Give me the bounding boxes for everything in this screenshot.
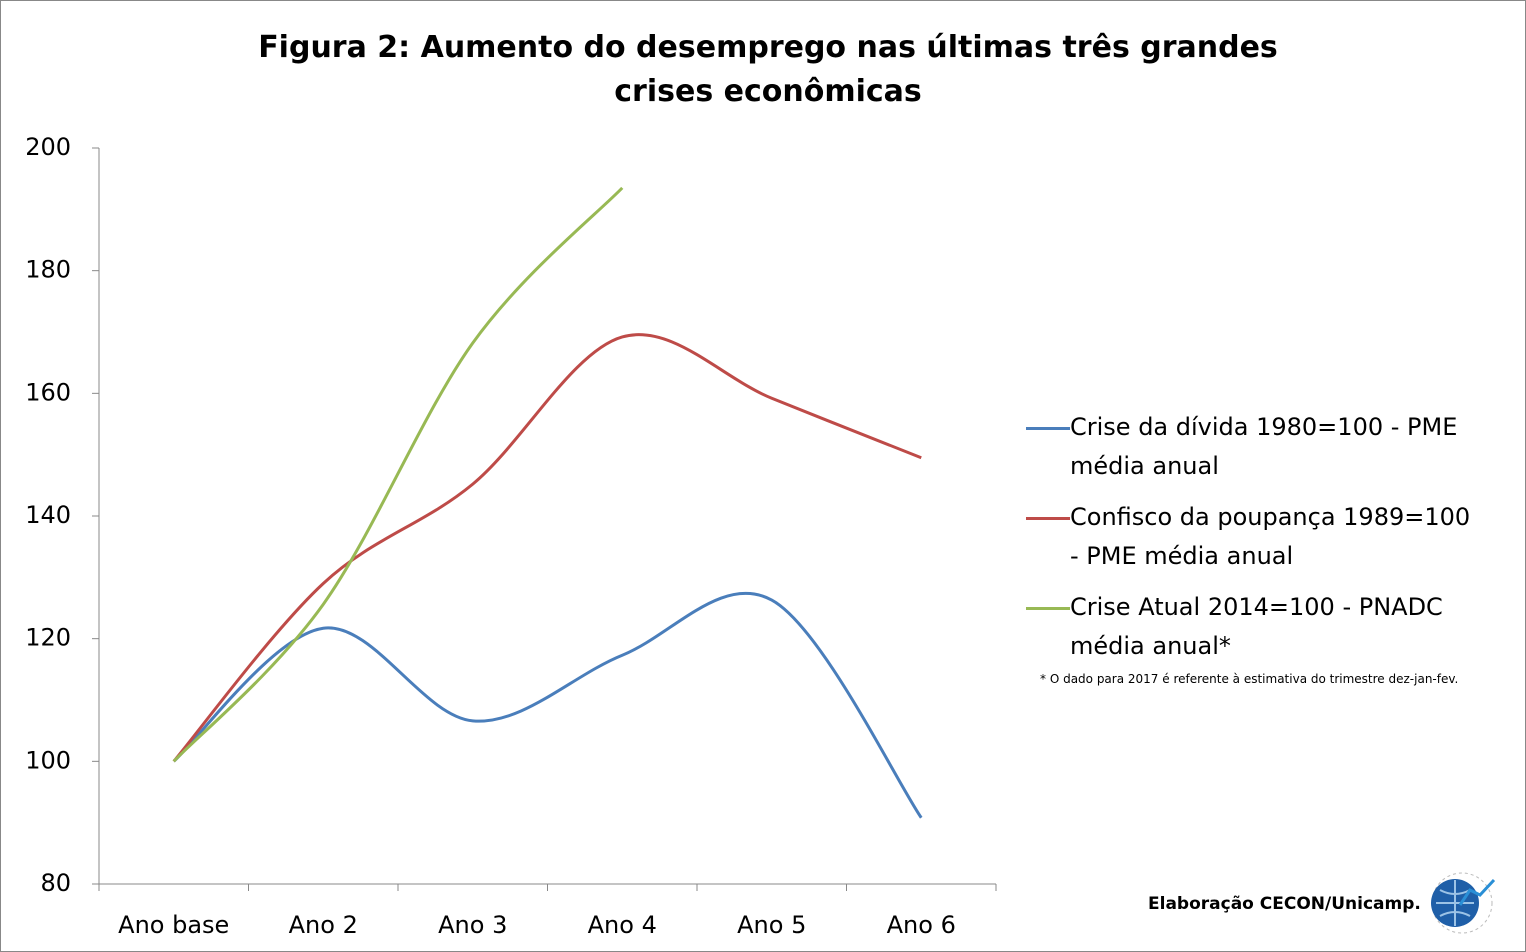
footnote: * O dado para 2017 é referente à estimat… <box>1040 672 1459 686</box>
logo <box>1431 872 1496 934</box>
legend-swatch <box>1026 517 1070 520</box>
legend-label: Crise da dívida 1980=100 - PME média anu… <box>1070 413 1458 480</box>
y-tick-label: 180 <box>25 256 71 284</box>
x-tick-label: Ano 4 <box>588 911 657 939</box>
legend-swatch <box>1026 607 1070 610</box>
legend-item: Confisco da poupança 1989=100 - PME médi… <box>1026 498 1486 576</box>
series-line <box>172 186 624 763</box>
y-tick-label: 140 <box>25 501 71 529</box>
x-tick-label: Ano 6 <box>887 911 956 939</box>
legend-item: Crise da dívida 1980=100 - PME média anu… <box>1026 408 1486 486</box>
y-tick-label: 160 <box>25 378 71 406</box>
legend-item: Crise Atual 2014=100 - PNADC média anual… <box>1026 588 1486 666</box>
logo-grid <box>1436 880 1474 926</box>
series-line <box>172 591 923 819</box>
legend-label: Confisco da poupança 1989=100 - PME médi… <box>1070 503 1471 570</box>
x-tick-label: Ano base <box>118 911 229 939</box>
chart-title: Figura 2: Aumento do desemprego nas últi… <box>258 30 1278 109</box>
credit: Elaboração CECON/Unicamp. <box>1148 894 1421 914</box>
y-tick-label: 80 <box>40 869 71 897</box>
y-tick-label: 200 <box>25 133 71 161</box>
x-tick-label: Ano 5 <box>737 911 806 939</box>
x-tick-label: Ano 3 <box>438 911 507 939</box>
series-line <box>172 333 922 763</box>
logo-trend <box>1458 878 1496 906</box>
y-tick-label: 100 <box>25 746 71 774</box>
x-tick-label: Ano 2 <box>289 911 358 939</box>
legend-swatch <box>1026 427 1070 430</box>
y-tick-label: 120 <box>25 624 71 652</box>
legend-label: Crise Atual 2014=100 - PNADC média anual… <box>1070 593 1443 660</box>
